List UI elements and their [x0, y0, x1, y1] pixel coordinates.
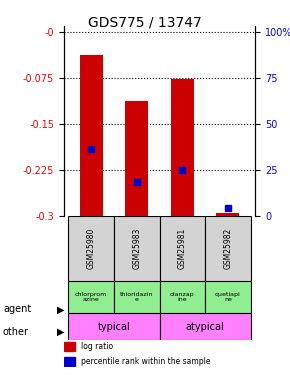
Text: ▶: ▶	[57, 327, 64, 337]
Text: percentile rank within the sample: percentile rank within the sample	[81, 357, 211, 366]
FancyBboxPatch shape	[160, 314, 251, 340]
Bar	[125, 101, 148, 216]
Bar	[64, 357, 75, 366]
Text: GSM25981: GSM25981	[178, 228, 187, 269]
Bar	[216, 213, 239, 216]
FancyBboxPatch shape	[114, 281, 160, 314]
Text: quetiapi
ne: quetiapi ne	[215, 292, 241, 303]
FancyBboxPatch shape	[205, 281, 251, 314]
FancyBboxPatch shape	[68, 314, 160, 340]
FancyBboxPatch shape	[68, 216, 114, 281]
Text: GDS775 / 13747: GDS775 / 13747	[88, 15, 202, 29]
Bar	[64, 342, 75, 351]
Text: log ratio: log ratio	[81, 342, 113, 351]
Text: atypical: atypical	[186, 322, 224, 332]
FancyBboxPatch shape	[114, 216, 160, 281]
Text: agent: agent	[3, 304, 31, 314]
Text: chlorprom
azine: chlorprom azine	[75, 292, 107, 303]
Text: typical: typical	[97, 322, 130, 332]
Text: thioridazin
e: thioridazin e	[120, 292, 153, 303]
Text: other: other	[3, 327, 29, 337]
FancyBboxPatch shape	[160, 216, 205, 281]
Text: olanzap
ine: olanzap ine	[170, 292, 195, 303]
Text: GSM25982: GSM25982	[223, 228, 232, 269]
FancyBboxPatch shape	[68, 281, 114, 314]
Text: GSM25983: GSM25983	[132, 228, 141, 269]
FancyBboxPatch shape	[160, 281, 205, 314]
Text: GSM25980: GSM25980	[87, 228, 96, 269]
Bar	[171, 80, 194, 216]
Bar	[80, 55, 103, 216]
FancyBboxPatch shape	[205, 216, 251, 281]
Text: ▶: ▶	[57, 304, 64, 314]
